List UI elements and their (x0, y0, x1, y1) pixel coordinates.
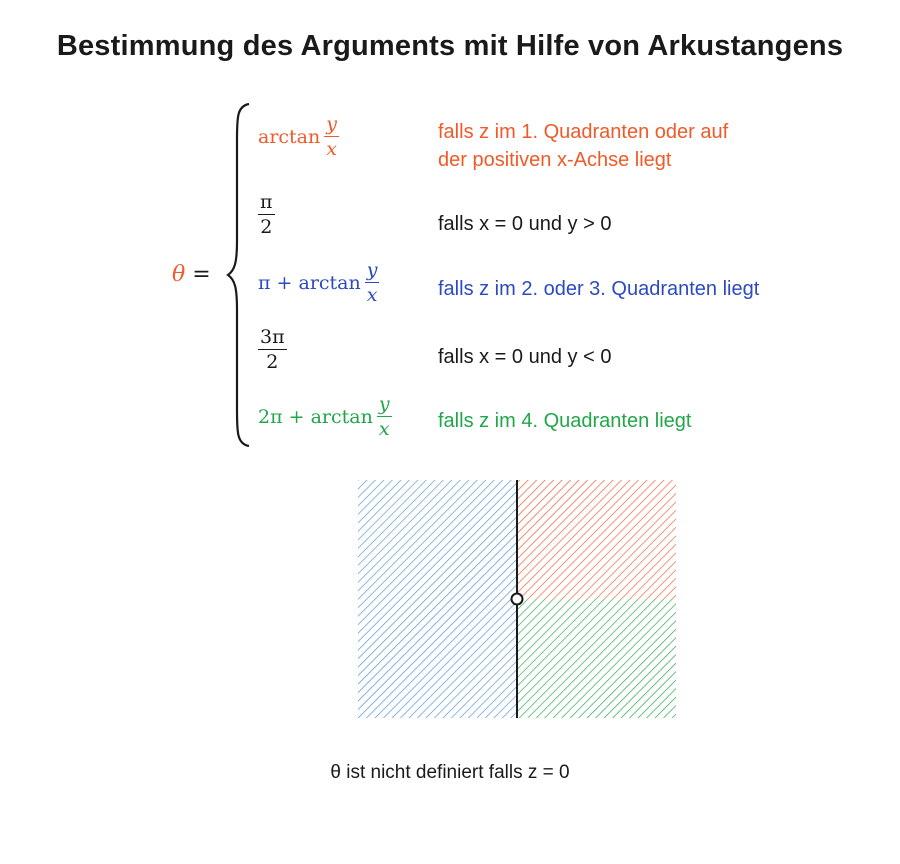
numerator: y (324, 113, 339, 137)
page-title: Bestimmung des Arguments mit Hilfe von A… (56, 30, 844, 62)
case-1-condition: falls z im 1. Quadranten oder auf der po… (438, 118, 728, 174)
numerator: y (364, 259, 380, 283)
numerator: 3π (258, 326, 287, 350)
condition-line-2: der positiven x-Achse liegt (438, 149, 672, 171)
denominator: x (378, 418, 390, 440)
case-3-expression: π + arctan y x (258, 258, 380, 307)
theta-symbol: θ (172, 262, 186, 287)
denominator: 2 (266, 351, 279, 373)
equals-sign: = (192, 262, 211, 287)
case-2-condition: falls x = 0 und y > 0 (438, 213, 612, 235)
fraction: y x (324, 112, 339, 161)
denominator: x (366, 284, 378, 306)
case-5-condition: falls z im 4. Quadranten liegt (438, 410, 692, 432)
fraction: y x (364, 258, 380, 307)
case-4-expression: 3π 2 (258, 325, 287, 374)
numerator: y (376, 393, 392, 417)
left-half-region (358, 480, 517, 718)
case-3-condition: falls z im 2. oder 3. Quadranten liegt (438, 278, 760, 300)
condition-line-1: falls z im 1. Quadranten oder auf (438, 121, 729, 143)
denominator: 2 (260, 216, 273, 238)
arctan-label: π + arctan (258, 271, 361, 294)
fraction: y x (376, 392, 392, 441)
origin-point (510, 592, 524, 606)
arctan-label: 2π + arctan (258, 405, 373, 428)
first-quadrant-region (517, 480, 676, 599)
case-5-expression: 2π + arctan y x (258, 392, 392, 441)
fraction: π 2 (258, 190, 275, 239)
numerator: π (258, 191, 275, 215)
denominator: x (326, 138, 337, 160)
fraction: 3π 2 (258, 325, 287, 374)
case-1-expression: arctan y x (258, 112, 339, 161)
quadrant-diagram (358, 480, 676, 718)
arctan-label: arctan (258, 125, 321, 148)
left-brace (226, 102, 250, 448)
case-2-expression: π 2 (258, 190, 275, 239)
theta-lhs: θ = (172, 262, 211, 287)
case-4-condition: falls x = 0 und y < 0 (438, 346, 612, 368)
undefined-note: θ ist nicht definiert falls z = 0 (330, 762, 570, 783)
fourth-quadrant-region (517, 599, 676, 718)
